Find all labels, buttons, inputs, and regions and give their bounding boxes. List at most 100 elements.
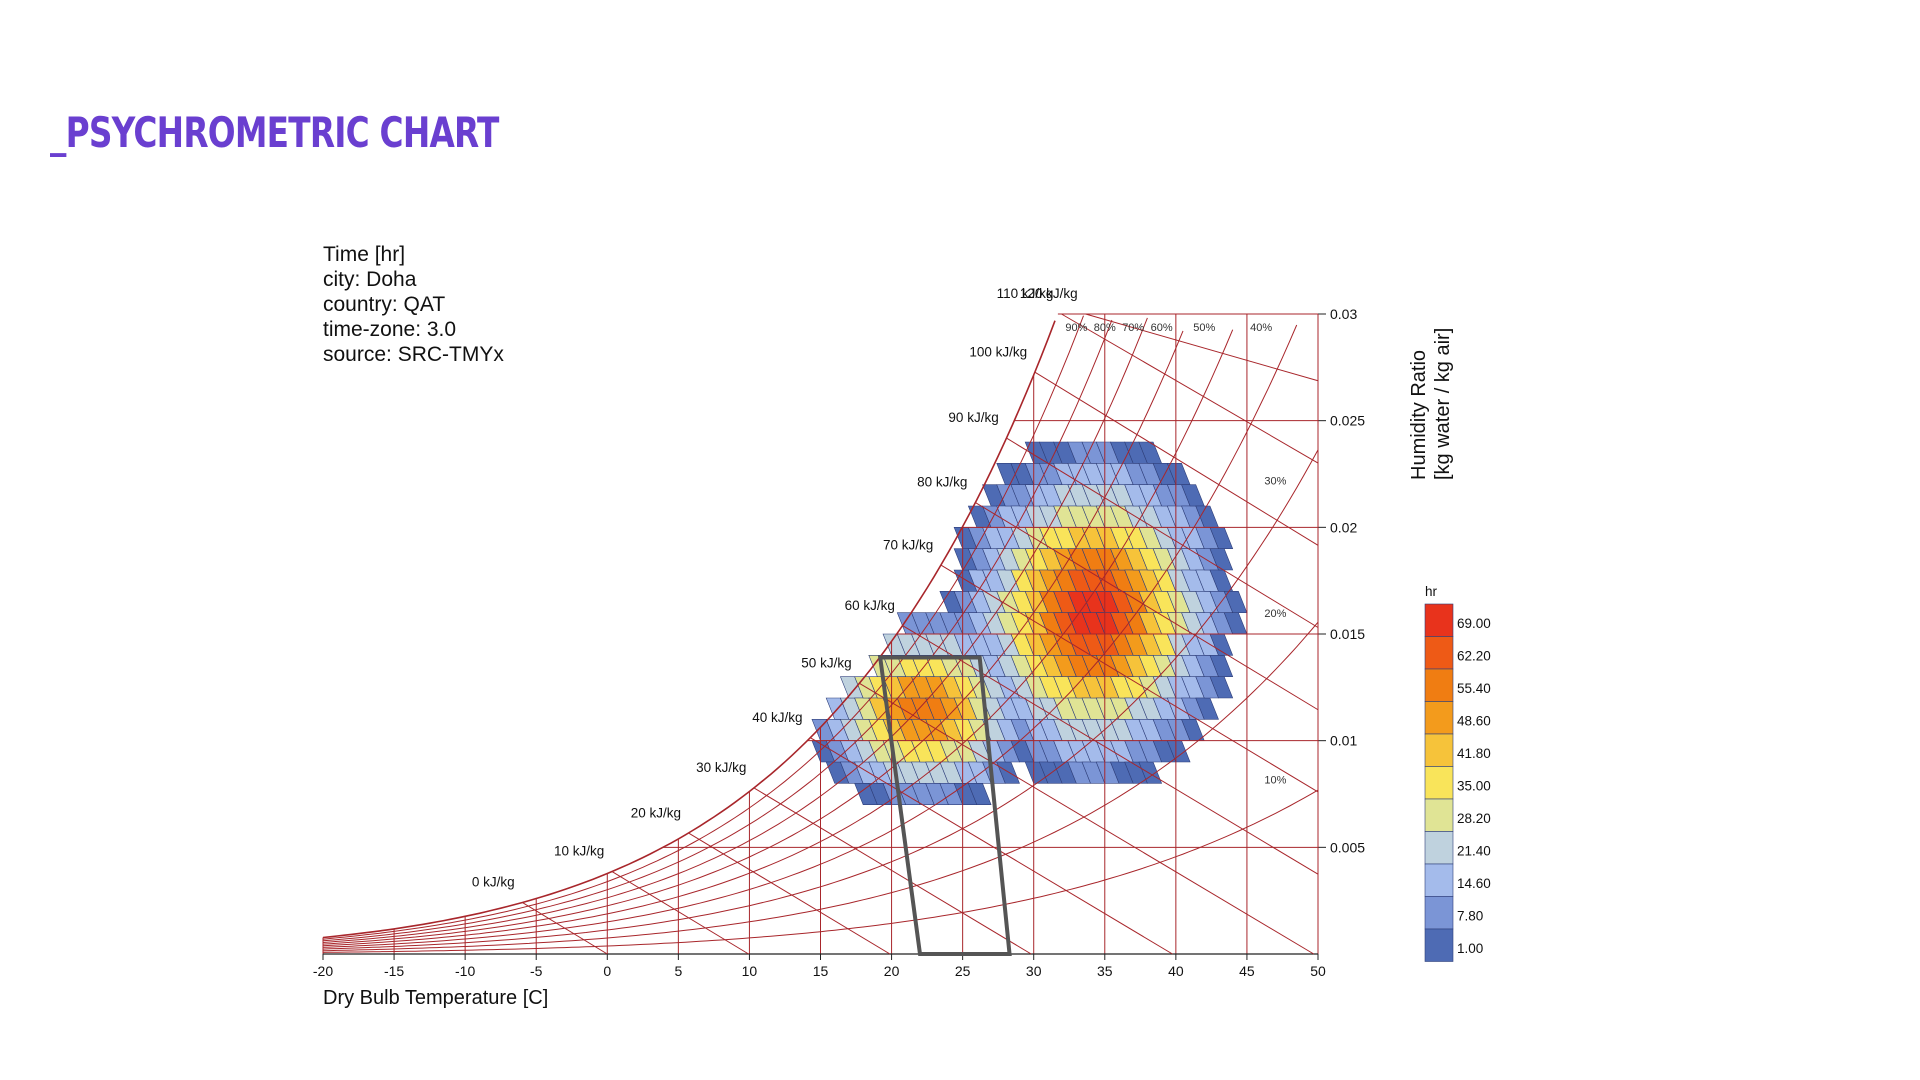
enthalpy-line [1034,371,1319,546]
rh-curve [322,449,1319,950]
legend-value: 7.80 [1457,909,1483,924]
chart-labels: 0.005 0.01 0.015 0.02 0.025 0.03 -20 -15 -10 -5 0 5… [313,286,1454,1009]
enthalpy-label: 60 kJ/kg [845,598,895,613]
legend-swatch [1424,636,1454,670]
legend-title: hr [1425,584,1438,599]
legend-swatch [1424,863,1454,897]
x-axis-title: Dry Bulb Temperature [C] [323,987,548,1009]
rh-curve [322,789,1319,953]
rh-label: 20% [1264,608,1286,620]
info-timezone: time-zone: 3.0 [323,318,457,341]
enthalpy-label: 110 kJ/kg [997,286,1054,301]
slide-title: _PSYCHROMETRIC CHART [50,108,499,157]
legend-swatch [1424,701,1454,735]
rh-curve [322,320,1056,939]
y-tick-label: 0.025 [1330,413,1365,429]
legend-swatch [1424,831,1454,865]
rh-label: 70% [1122,322,1144,334]
legend-swatch [1424,928,1454,962]
comfort-polygon [877,655,1012,956]
rh-label: 10% [1264,774,1286,786]
enthalpy-label: 80 kJ/kg [917,475,967,490]
enthalpy-line [754,787,1032,955]
rh-label: 30% [1264,476,1286,488]
y-tick-label: 0.02 [1330,519,1357,535]
chart-grid [322,313,1326,960]
enthalpy-line [859,682,1315,955]
legend-swatch [1424,668,1454,702]
enthalpy-label: 30 kJ/kg [696,760,746,775]
info-metric: Time [hr] [323,243,406,266]
enthalpy-label: 90 kJ/kg [948,410,998,425]
rh-curve [322,317,1148,943]
info-city: city: Doha [323,268,417,291]
enthalpy-label: 10 kJ/kg [554,844,604,859]
rh-label: 60% [1151,322,1173,334]
x-tick-label: -10 [455,963,475,979]
enthalpy-line [902,625,1319,875]
enthalpy-line [1085,313,1319,382]
x-tick-label: -15 [384,963,404,979]
x-tick-label: 15 [813,963,829,979]
legend-value: 69.00 [1457,616,1491,631]
x-tick-label: 0 [603,963,611,979]
enthalpy-line [941,564,1319,793]
legend-swatch [1424,603,1454,637]
y-axis-title: Humidity Ratio [1408,350,1430,480]
x-tick-label: 35 [1097,963,1113,979]
y-tick-label: 0.015 [1330,626,1365,642]
y-tick-label: 0.005 [1330,839,1365,855]
rh-label: 50% [1193,322,1215,334]
legend-value: 48.60 [1457,714,1491,729]
heatmap-cells [811,441,1248,805]
comfort-zone [877,655,1012,956]
info-source: source: SRC-TMYx [323,343,504,366]
legend-value: 62.20 [1457,649,1491,664]
enthalpy-line [975,502,1319,711]
enthalpy-line [688,832,891,955]
rh-curve [322,324,1298,948]
x-tick-label: 5 [674,963,682,979]
enthalpy-line [1061,313,1319,464]
x-tick-label: -20 [313,963,333,979]
enthalpy-label: 40 kJ/kg [752,710,802,725]
y-axis-title: [kg water / kg air] [1432,328,1454,480]
y-tick-label: 0.01 [1330,733,1357,749]
heatmap-cell [1223,591,1248,613]
x-tick-label: 45 [1239,963,1255,979]
legend-swatch [1424,733,1454,767]
legend-value: 35.00 [1457,779,1491,794]
rh-label: 80% [1094,322,1116,334]
enthalpy-line [612,871,749,955]
info-country: country: QAT [323,293,446,316]
legend-value: 14.60 [1457,876,1491,891]
y-tick-label: 0.03 [1330,306,1357,322]
enthalpy-label: 0 kJ/kg [472,875,515,890]
enthalpy-label: 20 kJ/kg [631,805,681,820]
legend-value: 21.40 [1457,844,1491,859]
x-tick-label: 20 [884,963,900,979]
rh-label: 90% [1065,322,1087,334]
x-tick-label: 10 [742,963,758,979]
enthalpy-line [522,902,608,955]
enthalpy-label: 100 kJ/kg [969,344,1027,359]
enthalpy-label: 120 kJ/kg [1020,286,1078,301]
color-legend: hr 69.00 62.20 55.40 48.60 41.80 35.00 28.20 21.… [1424,584,1491,962]
legend-swatch [1424,896,1454,930]
rh-curve [322,319,1113,942]
legend-value: 41.80 [1457,746,1491,761]
rh-curve [322,329,1234,947]
x-tick-label: 30 [1026,963,1042,979]
rh-curve [322,330,1184,945]
enthalpy-line [1006,437,1319,628]
enthalpy-label: 50 kJ/kg [801,655,851,670]
rh-curve [322,315,1084,940]
legend-value: 28.20 [1457,811,1491,826]
legend-value: 1.00 [1457,941,1483,956]
legend-swatch [1424,798,1454,832]
x-tick-label: 25 [955,963,971,979]
enthalpy-line [810,737,1173,955]
x-tick-label: -5 [530,963,543,979]
legend-value: 55.40 [1457,681,1491,696]
